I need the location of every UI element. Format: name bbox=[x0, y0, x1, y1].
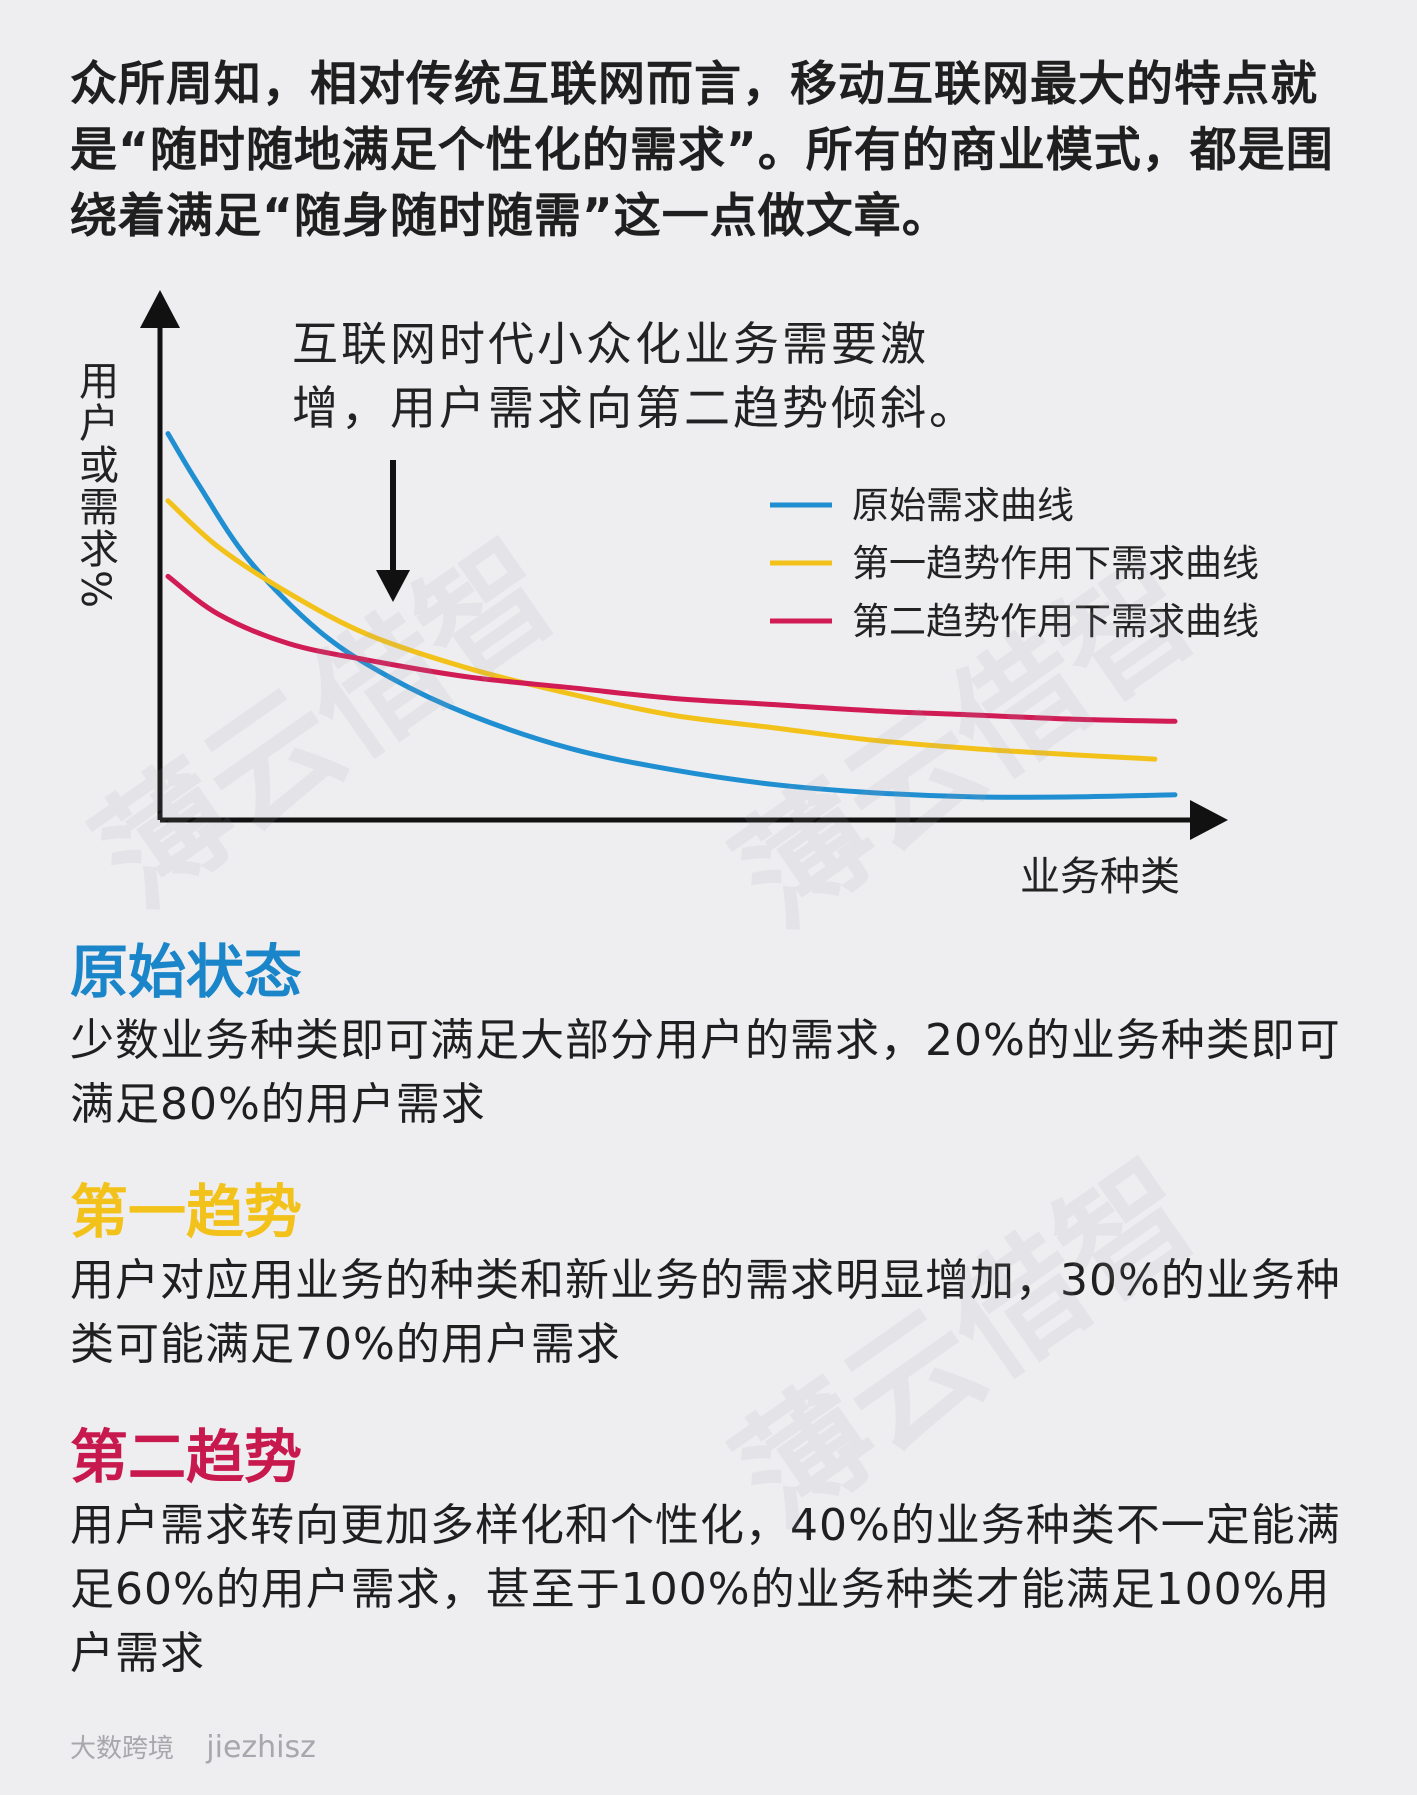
chart-lines bbox=[165, 431, 1178, 800]
series-line-2 bbox=[165, 498, 1158, 762]
legend-label-3: 第二趋势作用下需求曲线 bbox=[852, 600, 1259, 643]
section-original-state: 原始状态 少数业务种类即可满足大部分用户的需求，20%的业务种类即可满足80%的… bbox=[70, 935, 1360, 1137]
section-title: 第二趋势 bbox=[70, 1423, 303, 1491]
intro-paragraph: 众所周知，相对传统互联网而言，移动互联网最大的特点就是“随时随地满足个性化的需求… bbox=[70, 57, 1334, 244]
legend-label-1: 原始需求曲线 bbox=[852, 484, 1074, 527]
section-title: 原始状态 bbox=[70, 938, 303, 1006]
annotation-arrowhead bbox=[376, 570, 410, 602]
x-axis-label: 业务种类 bbox=[1020, 854, 1180, 900]
section-body: 用户需求转向更加多样化和个性化，40%的业务种类不一定能满足60%的用户需求，甚… bbox=[70, 1500, 1341, 1679]
footer-wechat-id: jiezhisz bbox=[206, 1730, 316, 1765]
footer-brand: 大数跨境 jiezhisz bbox=[70, 1728, 316, 1765]
y-axis-label: 用户或需求% bbox=[72, 360, 118, 610]
footer-brand-name: 大数跨境 bbox=[70, 1734, 175, 1764]
section-first-trend: 第一趋势 用户对应用业务的种类和新业务的需求明显增加，30%的业务种类可能满足7… bbox=[70, 1175, 1360, 1377]
section-body: 少数业务种类即可满足大部分用户的需求，20%的业务种类即可满足80%的用户需求 bbox=[70, 1015, 1341, 1130]
annotation-text-line: 增，用户需求向第二趋势倾斜。 bbox=[292, 381, 978, 435]
series-line-3 bbox=[165, 573, 1178, 724]
chart-axes bbox=[140, 290, 1228, 840]
section-second-trend: 第二趋势 用户需求转向更加多样化和个性化，40%的业务种类不一定能满足60%的用… bbox=[70, 1420, 1360, 1686]
x-axis-arrow bbox=[1190, 800, 1228, 840]
section-body: 用户对应用业务的种类和新业务的需求明显增加，30%的业务种类可能满足70%的用户… bbox=[70, 1255, 1341, 1370]
legend-label-2: 第一趋势作用下需求曲线 bbox=[852, 542, 1259, 585]
y-axis-arrow bbox=[140, 290, 180, 328]
annotation-text-line: 互联网时代小众化业务需要激 bbox=[292, 317, 929, 371]
section-title: 第一趋势 bbox=[70, 1178, 303, 1246]
